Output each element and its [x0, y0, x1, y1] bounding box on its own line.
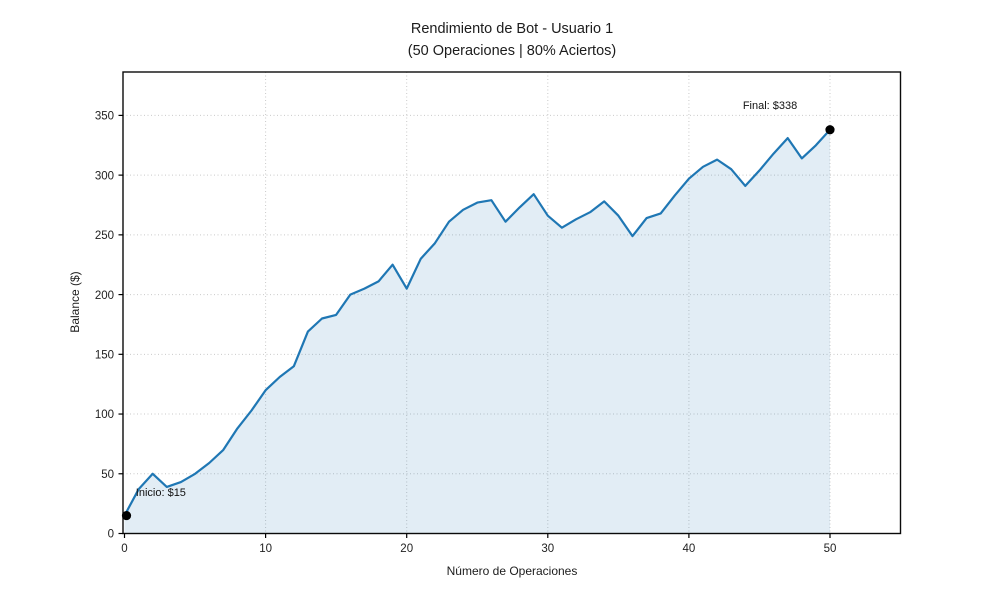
balance-area-fill	[124, 129, 830, 534]
marker-layer	[121, 125, 835, 521]
y-tick-label-100: 100	[95, 409, 114, 421]
annotation-layer: Inicio: $15 Final: $338	[136, 100, 797, 499]
plot-border-rect	[122, 71, 902, 535]
x-tick-label-0: 0	[121, 543, 127, 555]
y-tick-label-300: 300	[95, 170, 114, 182]
start-annotation: Inicio: $15	[136, 487, 186, 499]
x-axis-label: Número de Operaciones	[447, 564, 578, 578]
x-tick-label-20: 20	[400, 543, 413, 555]
y-tick-label-200: 200	[95, 290, 114, 302]
y-tick-label-250: 250	[95, 230, 114, 242]
x-tick-label-40: 40	[683, 543, 696, 555]
x-tick-label-10: 10	[259, 543, 272, 555]
chart-title-line2: (50 Operaciones | 80% Aciertos)	[408, 43, 616, 59]
y-axis-label: Balance ($)	[68, 271, 82, 332]
final-annotation: Final: $338	[743, 100, 797, 112]
tick-layer: 0 10 20 30 40 50 0 50 100 150 200 250 300 350	[95, 111, 837, 555]
y-tick-label-50: 50	[101, 469, 114, 481]
chart-title-line1: Rendimiento de Bot - Usuario 1	[411, 21, 613, 37]
balance-line	[123, 128, 832, 517]
x-tick-label-30: 30	[541, 543, 554, 555]
x-tick-label-50: 50	[824, 543, 837, 555]
grid-layer	[123, 72, 901, 534]
y-tick-label-150: 150	[95, 350, 114, 362]
start-point-marker	[121, 510, 132, 521]
end-point-marker	[825, 125, 835, 135]
y-tick-label-350: 350	[95, 111, 114, 123]
y-tick-label-0: 0	[108, 529, 114, 541]
line-layer	[123, 128, 832, 517]
area-layer	[124, 129, 830, 534]
plot-border	[122, 71, 902, 535]
